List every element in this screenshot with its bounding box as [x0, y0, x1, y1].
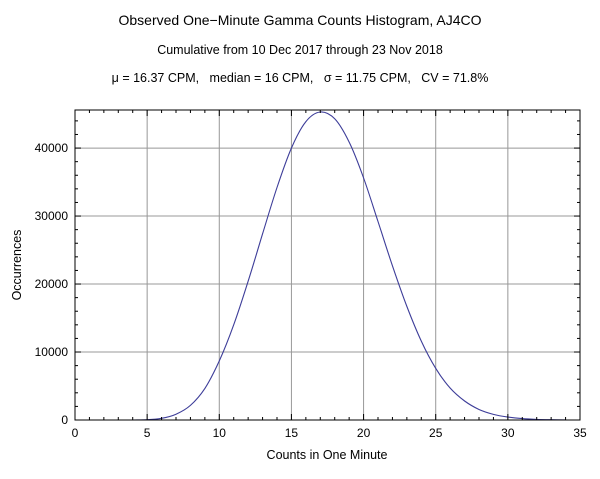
- x-tick-label: 15: [285, 426, 299, 440]
- x-tick-label: 30: [501, 426, 515, 440]
- x-tick-label: 0: [72, 426, 79, 440]
- x-tick-label: 10: [213, 426, 227, 440]
- chart-stats-line: μ = 16.37 CPM, median = 16 CPM, σ = 11.7…: [111, 71, 489, 85]
- y-tick-label: 40000: [35, 141, 69, 155]
- histogram-curve: [118, 111, 566, 420]
- x-tick-label: 25: [429, 426, 443, 440]
- chart-title: Observed One−Minute Gamma Counts Histogr…: [118, 12, 482, 28]
- x-tick-label: 35: [573, 426, 587, 440]
- y-tick-label: 20000: [35, 277, 69, 291]
- y-tick-label: 30000: [35, 209, 69, 223]
- plot-frame: [74, 109, 581, 421]
- x-tick-label: 20: [357, 426, 371, 440]
- y-tick-label: 10000: [35, 345, 69, 359]
- x-tick-label: 5: [144, 426, 151, 440]
- x-axis-label: Counts in One Minute: [266, 448, 388, 462]
- y-tick-label: 0: [61, 413, 68, 427]
- y-axis-label: Occurrences: [10, 229, 24, 301]
- chart-subtitle: Cumulative from 10 Dec 2017 through 23 N…: [157, 43, 443, 57]
